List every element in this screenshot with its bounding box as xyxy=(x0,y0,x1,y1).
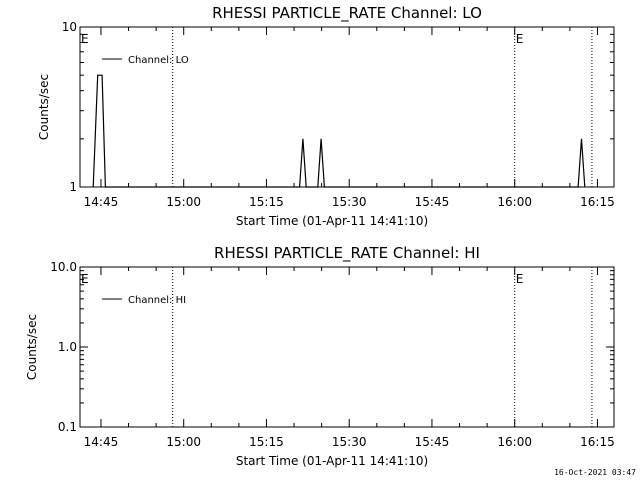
x-tick-label: 15:00 xyxy=(166,195,201,209)
y-axis-label: Counts/sec xyxy=(25,314,39,380)
x-tick-label: 16:00 xyxy=(497,195,532,209)
series-line-lo xyxy=(92,74,586,188)
legend-label: Channel: HI xyxy=(128,295,186,306)
legend-label: Channel: LO xyxy=(128,55,189,66)
plot-frame xyxy=(79,266,615,428)
x-tick-label: 15:45 xyxy=(415,195,450,209)
event-marker-label: E xyxy=(516,32,524,46)
y-axis-label: Counts/sec xyxy=(37,74,51,140)
y-tick-label: 10.0 xyxy=(50,260,77,274)
x-tick-label: 15:15 xyxy=(249,435,284,449)
event-marker-label: E xyxy=(81,32,89,46)
x-axis-label: Start Time (01-Apr-11 14:41:10) xyxy=(236,214,428,228)
x-tick-label: 15:45 xyxy=(415,435,450,449)
event-marker-label: E xyxy=(81,272,89,286)
x-tick-label: 15:15 xyxy=(249,195,284,209)
x-tick-label: 16:15 xyxy=(580,435,615,449)
y-tick-label: 1 xyxy=(69,180,77,194)
x-tick-label: 15:30 xyxy=(332,435,367,449)
x-tick-label: 16:15 xyxy=(580,195,615,209)
y-tick-label: 1.0 xyxy=(58,340,77,354)
chart-title: RHESSI PARTICLE_RATE Channel: HI xyxy=(214,244,480,263)
x-tick-label: 14:45 xyxy=(84,195,119,209)
timestamp-text: 16-Oct-2021 03:47 xyxy=(554,468,636,477)
x-tick-label: 16:00 xyxy=(497,435,532,449)
y-tick-label: 0.1 xyxy=(58,420,77,434)
y-tick-label: 10 xyxy=(62,20,77,34)
x-axis-label: Start Time (01-Apr-11 14:41:10) xyxy=(236,454,428,468)
event-marker-label: E xyxy=(516,272,524,286)
x-tick-label: 15:00 xyxy=(166,435,201,449)
x-tick-label: 15:30 xyxy=(332,195,367,209)
chart-title: RHESSI PARTICLE_RATE Channel: LO xyxy=(212,4,482,23)
x-tick-label: 14:45 xyxy=(84,435,119,449)
plot-frame xyxy=(79,26,615,188)
